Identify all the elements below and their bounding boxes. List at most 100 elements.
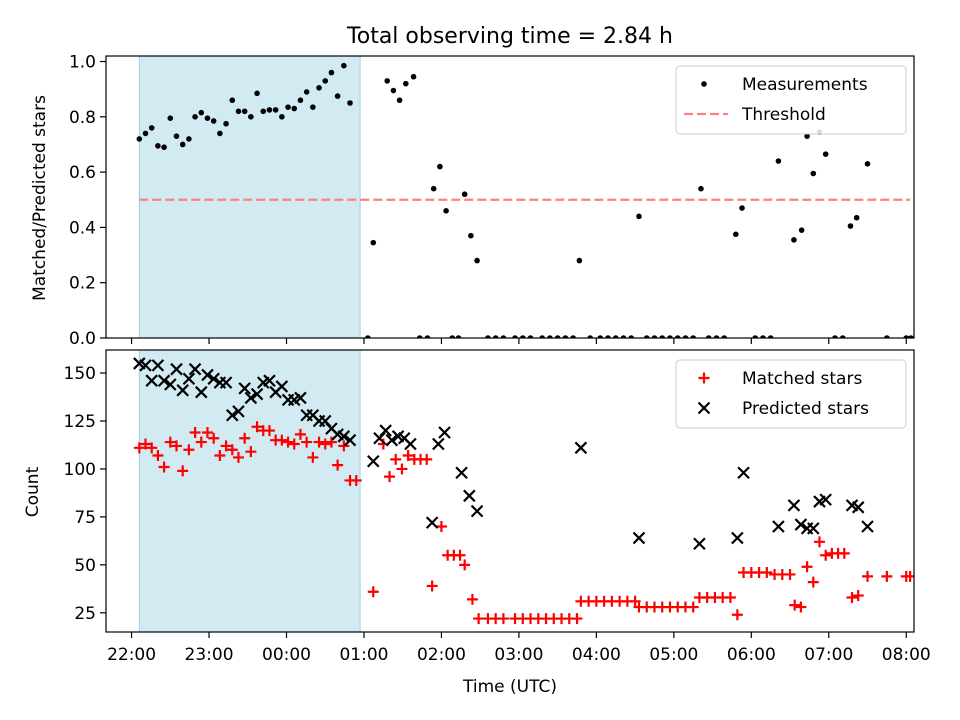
predicted-star-point — [139, 359, 152, 372]
matched-star-point — [402, 450, 414, 462]
matched-star-point — [571, 613, 583, 625]
predicted-star-point — [201, 368, 214, 382]
measurement-point — [347, 100, 353, 106]
measurement-point — [682, 335, 689, 338]
matched-star-point — [201, 426, 213, 438]
measurement-point — [285, 104, 291, 110]
predicted-star-point — [861, 520, 874, 533]
predicted-star-point — [425, 516, 439, 529]
matched-star-point — [220, 440, 232, 452]
x-tick-label: 06:00 — [727, 645, 776, 665]
measurement-point — [721, 335, 728, 338]
y-tick-label: 1.0 — [69, 53, 96, 73]
predicted-star-point — [693, 537, 706, 551]
measurement-point — [248, 114, 254, 120]
measurement-point — [155, 143, 161, 149]
series-measurements — [136, 62, 914, 338]
predicted-star-point — [170, 362, 183, 376]
predicted-star-point — [164, 378, 177, 391]
matched-star-point — [396, 463, 408, 475]
x-tick-label: 00:00 — [262, 645, 311, 665]
matched-star-point — [208, 432, 220, 444]
measurement-point — [690, 335, 697, 338]
matched-star-point — [288, 438, 300, 450]
plot-area — [136, 62, 914, 338]
measurement-point — [605, 335, 611, 338]
measurement-point — [161, 144, 167, 151]
y-tick-label: 0.2 — [69, 274, 96, 294]
measurement-point — [547, 335, 553, 338]
matched-star-point — [497, 613, 509, 625]
measurement-point — [705, 335, 712, 338]
predicted-star-point — [151, 359, 165, 372]
predicted-star-point — [737, 466, 750, 480]
measurement-point — [461, 191, 468, 198]
predicted-star-point — [470, 504, 484, 518]
measurement-point — [254, 90, 260, 97]
measurement-point — [527, 335, 534, 338]
matched-star-point — [687, 601, 699, 613]
measurement-point — [739, 205, 745, 211]
measurement-point — [443, 208, 449, 214]
measurement-point — [733, 231, 739, 238]
measurement-point — [416, 335, 423, 338]
matched-star-point — [807, 576, 819, 588]
predicted-star-point — [238, 382, 251, 395]
measurement-point — [424, 335, 431, 338]
measurement-point — [587, 335, 593, 338]
predicted-star-point — [232, 405, 245, 418]
matched-star-point — [158, 461, 170, 473]
figure-title: Total observing time = 2.84 h — [346, 24, 673, 49]
predicted-star-point — [851, 501, 865, 514]
measurement-point — [810, 170, 817, 177]
measurement-point — [148, 125, 155, 131]
measurement-point — [303, 89, 310, 95]
measurement-point — [192, 114, 198, 120]
predicted-star-point — [432, 437, 445, 451]
matched-star-point — [152, 450, 164, 462]
legend-label: Matched stars — [742, 369, 862, 389]
legend-box — [675, 359, 907, 429]
measurement-point — [643, 335, 650, 338]
matched-star-point — [146, 442, 158, 454]
matched-star-point — [367, 586, 379, 598]
x-tick-label: 01:00 — [339, 645, 388, 665]
measurement-point — [570, 335, 576, 338]
matched-star-point — [466, 593, 478, 605]
matched-star-point — [239, 432, 251, 444]
x-tick-label: 23:00 — [185, 645, 234, 665]
predicted-star-point — [219, 376, 233, 389]
y-tick-label: 50 — [74, 556, 96, 576]
measurement-point — [804, 133, 810, 139]
measurement-point — [839, 335, 846, 338]
y-tick-label: 0.8 — [69, 108, 96, 128]
matched-star-point — [232, 451, 244, 463]
predicted-star-point — [787, 499, 801, 512]
measurement-point — [908, 335, 914, 338]
measurement-point — [449, 335, 456, 338]
matched-star-point — [140, 438, 152, 450]
y-axis-label-count: Count — [23, 466, 43, 517]
matched-star-point — [177, 465, 189, 477]
measurement-point — [864, 161, 871, 167]
measurement-point — [204, 115, 211, 122]
measurement-point — [334, 93, 341, 99]
matched-star-point — [226, 444, 238, 456]
predicted-star-point — [366, 454, 380, 468]
predicted-star-point — [379, 424, 392, 437]
y-axis-label-ratio: Matched/Predicted stars — [30, 95, 50, 301]
y-tick-label: 75 — [74, 508, 96, 528]
matched-star-point — [731, 609, 743, 621]
legend-matched-swatch — [698, 372, 710, 384]
measurement-point — [798, 227, 805, 233]
y-tick-label: 100 — [64, 460, 96, 480]
legend: Measurements Threshold — [675, 65, 907, 135]
measurement-point — [217, 130, 223, 137]
observing-interval-shade — [138, 55, 361, 339]
predicted-star-point — [275, 380, 289, 393]
measurement-point — [279, 114, 285, 120]
predicted-star-point — [182, 372, 196, 386]
matched-star-point — [459, 559, 471, 571]
legend-label: Threshold — [741, 105, 826, 125]
measurement-point — [752, 335, 758, 338]
